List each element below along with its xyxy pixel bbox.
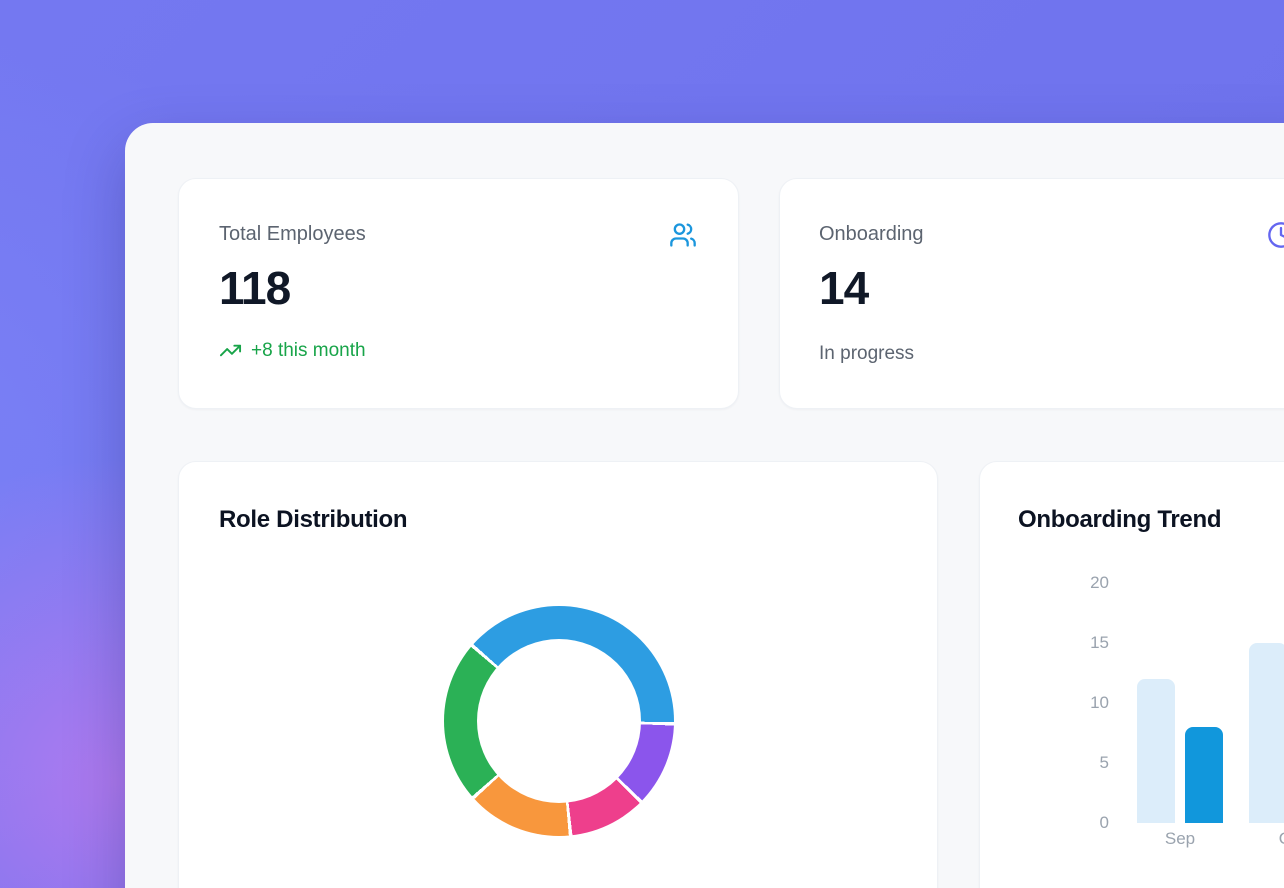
x-axis-label: Oct: [1247, 829, 1284, 849]
card-title: Onboarding Trend: [1018, 506, 1222, 533]
y-axis-tick: 15: [1090, 633, 1109, 652]
bar-light-blue-Sep: [1137, 679, 1175, 823]
donut-hole: [477, 639, 641, 803]
chart-card-role-distribution: Role Distribution: [178, 461, 938, 888]
card-title: Role Distribution: [219, 506, 408, 533]
bar-dark-blue-Sep: [1185, 727, 1223, 823]
stat-card-total-employees: Total Employees 118 +8 this month: [178, 178, 739, 409]
bar-light-blue-Oct: [1249, 643, 1284, 823]
stat-value: 118: [219, 262, 291, 314]
stat-delta-text: +8 this month: [251, 339, 366, 361]
stat-status: In progress: [819, 343, 915, 364]
stat-value: 14: [819, 262, 869, 314]
y-axis-tick: 20: [1090, 573, 1109, 592]
y-axis-tick: 10: [1090, 693, 1109, 712]
stat-delta: +8 this month: [219, 339, 366, 362]
trending-up-icon: [219, 339, 242, 362]
stat-label: Total Employees: [219, 223, 366, 245]
stat-label: Onboarding: [819, 223, 924, 245]
x-axis-label: Sep: [1164, 829, 1196, 848]
bar-chart: 0 5 10 15 20 Sep Oct: [980, 462, 1284, 888]
clock-icon: [1267, 221, 1284, 249]
chart-card-onboarding-trend: Onboarding Trend 0 5 10 15 20 Sep Oct: [979, 461, 1284, 888]
dashboard-panel: Total Employees 118 +8 this month: [125, 123, 1284, 888]
stat-card-onboarding: Onboarding 14 In progress: [779, 178, 1284, 409]
donut-chart: [444, 606, 674, 836]
y-axis-tick: 5: [1099, 753, 1109, 772]
y-axis-tick: 0: [1099, 813, 1109, 832]
users-icon: [669, 221, 697, 249]
